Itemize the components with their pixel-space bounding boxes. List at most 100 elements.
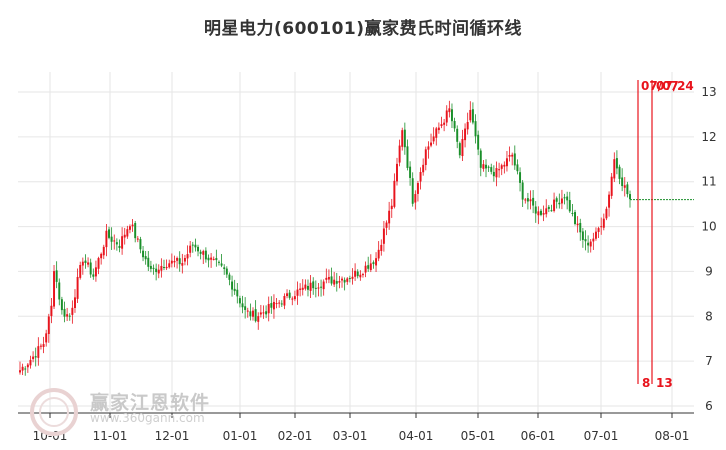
candle-body xyxy=(136,238,139,240)
candle-body xyxy=(521,182,524,200)
x-tick-label: 03-01 xyxy=(333,429,368,443)
candle-body xyxy=(47,316,50,335)
candle-body xyxy=(558,202,561,205)
candle-body xyxy=(280,303,283,305)
candle-body xyxy=(487,166,490,168)
candle-body xyxy=(37,346,40,358)
candle-body xyxy=(513,153,516,166)
candle-body xyxy=(225,268,228,275)
candle-body xyxy=(597,228,600,232)
candle-body xyxy=(134,223,137,239)
candle-body xyxy=(84,260,87,264)
x-tick-label: 04-01 xyxy=(399,429,434,443)
candle-body xyxy=(170,260,173,264)
candle-body xyxy=(477,134,480,150)
candle-body xyxy=(443,122,446,125)
x-tick-label: 07-01 xyxy=(584,429,619,443)
candle-body xyxy=(68,315,71,317)
grid-lines xyxy=(18,72,694,413)
candle-body xyxy=(516,164,519,172)
candle-body xyxy=(21,366,24,371)
x-tick-label: 06-01 xyxy=(521,429,556,443)
candle-body xyxy=(618,166,621,179)
candle-body xyxy=(81,261,84,266)
candle-body xyxy=(341,278,343,281)
candle-body xyxy=(626,184,629,195)
candle-body xyxy=(152,267,155,269)
candle-body xyxy=(589,241,592,247)
watermark-url: www.360gann.com xyxy=(90,411,205,425)
x-tick-label: 01-01 xyxy=(223,429,258,443)
candle-body xyxy=(244,306,247,310)
candle-body xyxy=(492,171,495,177)
candle-body xyxy=(272,301,275,310)
candle-body xyxy=(327,277,330,280)
candle-body xyxy=(53,271,56,307)
candle-body xyxy=(181,263,184,266)
candle-body xyxy=(215,258,218,261)
candle-body xyxy=(121,236,124,249)
candle-body xyxy=(445,110,448,123)
candle-body xyxy=(307,285,309,290)
candle-body xyxy=(579,222,582,233)
candle-body xyxy=(532,197,535,206)
candle-body xyxy=(212,258,215,260)
candle-body xyxy=(131,224,134,227)
candle-body xyxy=(450,109,453,122)
candle-body xyxy=(356,271,359,277)
candle-body xyxy=(495,168,498,178)
candle-body xyxy=(594,231,597,239)
candle-body xyxy=(430,142,433,146)
candle-body xyxy=(160,265,163,271)
candle-body xyxy=(100,253,103,259)
candlesticks xyxy=(19,100,631,376)
candle-body xyxy=(372,262,375,265)
candle-body xyxy=(92,274,95,277)
y-tick-label: 11 xyxy=(701,175,716,189)
candle-body xyxy=(469,109,472,121)
candle-body xyxy=(524,199,527,201)
cycle-label-top: 07/07 xyxy=(641,79,679,93)
candle-body xyxy=(194,244,197,248)
candle-body xyxy=(581,231,584,240)
y-tick-label: 10 xyxy=(701,220,716,234)
candle-body xyxy=(231,281,234,290)
candle-body xyxy=(42,344,45,347)
candle-body xyxy=(34,356,37,358)
candle-body xyxy=(414,194,417,203)
candle-body xyxy=(207,257,210,261)
candle-body xyxy=(615,158,618,169)
candle-body xyxy=(511,154,514,157)
candle-body xyxy=(335,281,338,284)
candle-body xyxy=(333,279,336,285)
candle-body xyxy=(291,298,294,300)
candle-body xyxy=(217,261,220,263)
candle-body xyxy=(382,228,385,244)
candle-body xyxy=(233,288,236,292)
candle-body xyxy=(176,257,179,261)
candle-body xyxy=(424,149,427,166)
candle-body xyxy=(587,242,590,246)
candle-body xyxy=(58,282,61,300)
candle-body xyxy=(71,307,74,315)
candle-body xyxy=(73,297,76,308)
candle-body xyxy=(485,164,487,169)
candle-body xyxy=(396,163,398,182)
candle-body xyxy=(540,210,542,215)
candle-body xyxy=(19,370,21,373)
candle-body xyxy=(600,226,603,228)
candle-body xyxy=(322,281,325,290)
candle-body xyxy=(204,250,207,260)
candle-body xyxy=(398,145,401,163)
candle-body xyxy=(183,258,186,262)
candle-body xyxy=(351,276,354,279)
candle-body xyxy=(623,185,626,188)
candle-body xyxy=(613,159,616,179)
candle-body xyxy=(508,155,511,157)
candle-body xyxy=(157,269,160,274)
candle-body xyxy=(458,143,461,156)
candle-body xyxy=(257,316,260,322)
candle-body xyxy=(553,199,556,211)
y-tick-label: 12 xyxy=(701,130,716,144)
